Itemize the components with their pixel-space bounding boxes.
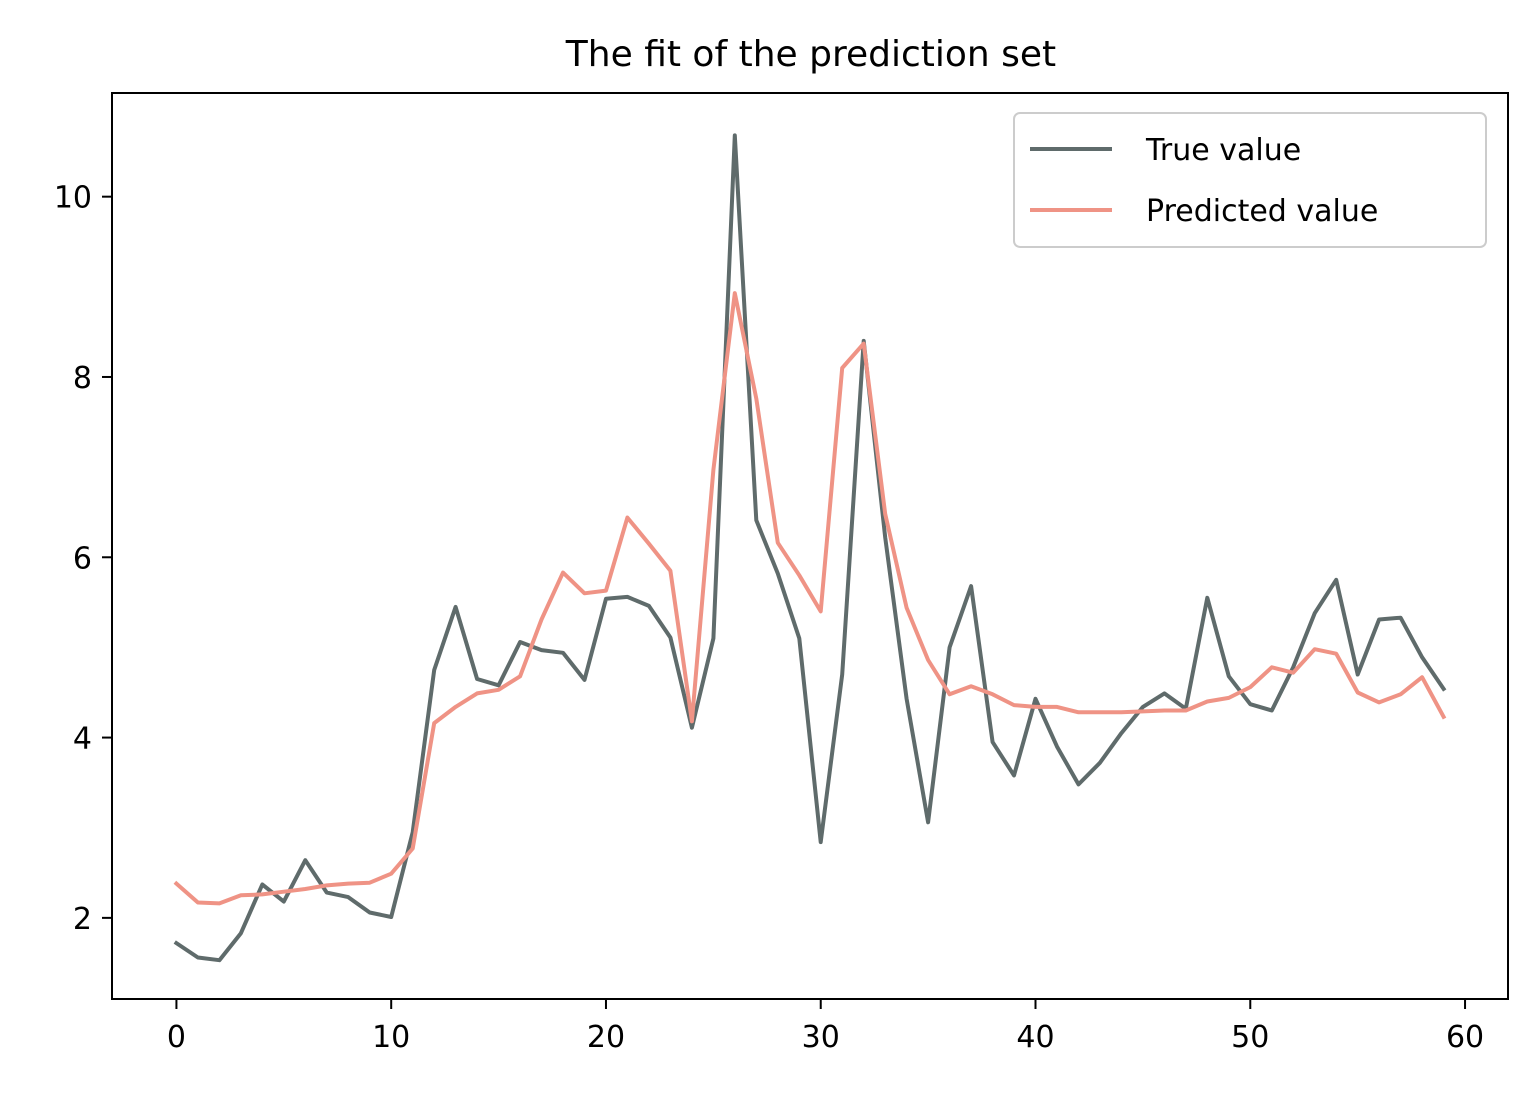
plot-area-frame: [111, 92, 1509, 1000]
y-tick-label: 6: [73, 541, 92, 576]
chart-title: The fit of the prediction set: [565, 34, 1056, 75]
x-tick-label: 30: [802, 1020, 840, 1055]
x-tick-label: 0: [167, 1020, 186, 1055]
y-tick-label: 4: [73, 722, 92, 757]
legend-box: [1013, 112, 1487, 248]
y-tick-label: 10: [54, 181, 92, 216]
legend: True value Predicted value: [1013, 112, 1487, 248]
x-tick-label: 20: [587, 1020, 625, 1055]
x-axis: 0 10 20 30 40 50 60: [167, 999, 1484, 1055]
legend-label-true-value: True value: [1145, 133, 1301, 168]
series-layer: [173, 133, 1447, 963]
series-line-true-value: [173, 133, 1447, 963]
y-axis: 2 4 6 8 10: [54, 181, 112, 937]
x-tick-label: 60: [1446, 1020, 1484, 1055]
x-tick-label: 50: [1231, 1020, 1269, 1055]
y-tick-label: 8: [73, 361, 92, 396]
legend-label-predicted-value: Predicted value: [1146, 194, 1378, 229]
series-line-predicted-value: [173, 291, 1447, 906]
y-tick-label: 2: [73, 902, 92, 937]
x-tick-label: 10: [372, 1020, 410, 1055]
x-tick-label: 40: [1016, 1020, 1054, 1055]
